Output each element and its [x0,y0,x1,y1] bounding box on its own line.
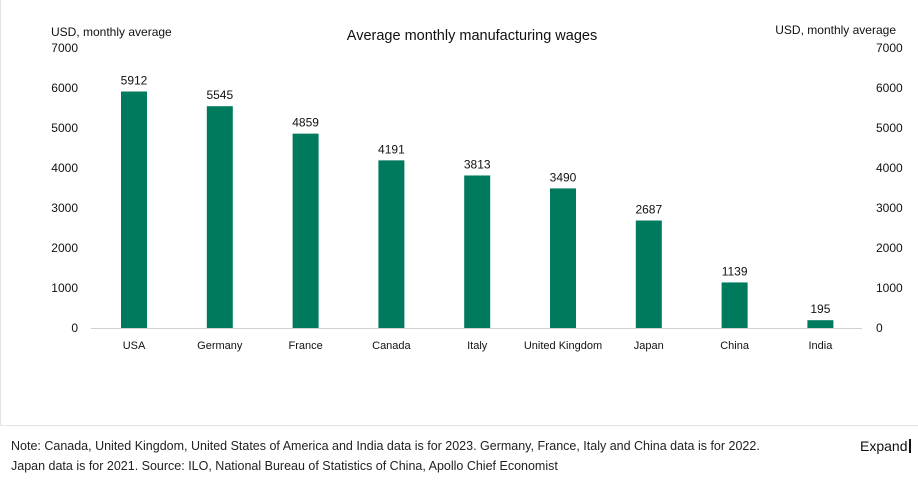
y-tick-label-left: 3000 [51,201,78,215]
bar-value-label: 5912 [121,74,148,88]
y-tick-label-left: 4000 [51,161,78,175]
bar [292,133,319,328]
bar [206,106,233,328]
x-tick-label: United Kingdom [524,340,602,352]
y-tick-label-left: 2000 [51,241,78,255]
bar [121,91,147,329]
data-labels-group: 5912 5545 4859 4191 3813 3490 2687 1139 195 [121,74,831,317]
bars-group [121,91,834,329]
bar [721,282,748,328]
bar-value-label: 3490 [550,170,577,184]
expand-icon [909,439,914,453]
bar-value-label: 1139 [722,264,748,278]
bar-value-label: 4191 [378,142,405,156]
expand-button[interactable]: Expand [860,436,914,456]
footnote-line-1: Note: Canada, United Kingdom, United Sta… [11,439,760,453]
chart-frame [0,0,918,426]
chart-title: Average monthly manufacturing wages [347,28,597,44]
bar-value-label: 5545 [206,88,233,102]
y-axis-label-left: USD, monthly average [51,25,172,39]
y-tick-label-left: 5000 [51,121,78,135]
x-tick-label: China [720,340,750,352]
expand-label: Expand [860,438,908,454]
y-tick-label-right: 1000 [876,281,903,295]
chart-footnote: Note: Canada, United Kingdom, United Sta… [11,436,846,476]
x-tick-label: Italy [467,340,488,352]
y-axis-right: 0 1000 2000 3000 4000 5000 6000 7000 [876,41,903,335]
bar-chart: Average monthly manufacturing wages USD,… [51,23,903,352]
bar [550,188,576,328]
y-axis-label-right: USD, monthly average [775,23,896,37]
footnote-line-2: Japan data is for 2021. Source: ILO, Nat… [11,459,558,473]
bar [378,160,405,328]
y-tick-label-left: 0 [71,321,78,335]
y-tick-label-right: 4000 [876,161,903,175]
bar [807,320,834,328]
y-tick-label-right: 3000 [876,201,903,215]
x-tick-label: India [808,340,833,352]
y-tick-label-right: 6000 [876,81,903,95]
bar [635,220,662,328]
x-tick-label: France [288,340,322,352]
bar-value-label: 3813 [464,157,491,171]
y-tick-label-left: 7000 [51,41,78,55]
x-tick-label: Germany [197,340,243,352]
bar-value-label: 195 [810,302,830,316]
y-axis-left: 0 1000 2000 3000 4000 5000 6000 7000 [51,41,78,335]
x-axis-categories: USA Germany France Canada Italy United Kingdo… [123,340,834,352]
bar-value-label: 2687 [635,203,662,217]
x-tick-label: USA [123,340,146,352]
y-tick-label-left: 6000 [51,81,78,95]
x-tick-label: Canada [372,340,411,352]
y-tick-label-right: 0 [876,321,883,335]
y-tick-label-right: 5000 [876,121,903,135]
y-tick-label-left: 1000 [51,281,78,295]
y-tick-label-right: 7000 [876,41,903,55]
y-tick-label-right: 2000 [876,241,903,255]
bar-value-label: 4859 [292,116,319,130]
x-tick-label: Japan [634,340,664,352]
bar [464,175,491,328]
